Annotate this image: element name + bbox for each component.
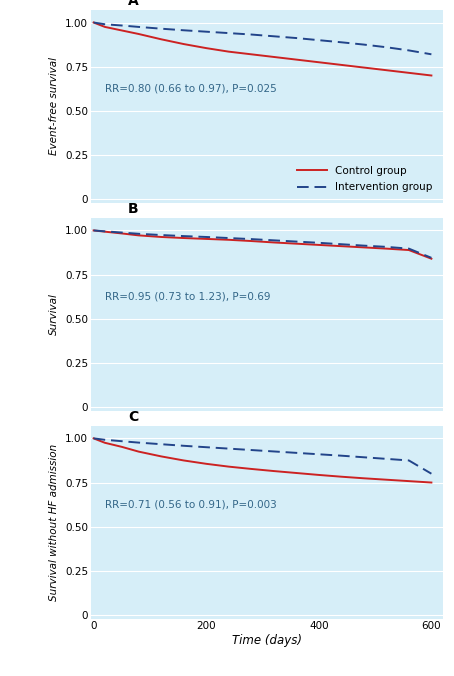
Text: RR=0.80 (0.66 to 0.97), P=0.025: RR=0.80 (0.66 to 0.97), P=0.025 bbox=[105, 83, 276, 93]
X-axis label: Time (days): Time (days) bbox=[232, 634, 302, 647]
Text: A: A bbox=[128, 0, 138, 8]
Text: C: C bbox=[128, 410, 138, 424]
Text: B: B bbox=[128, 202, 138, 216]
Y-axis label: Survival: Survival bbox=[49, 293, 59, 335]
Y-axis label: Event-free survival: Event-free survival bbox=[49, 57, 59, 155]
Text: RR=0.71 (0.56 to 0.91), P=0.003: RR=0.71 (0.56 to 0.91), P=0.003 bbox=[105, 499, 276, 509]
Y-axis label: Survival without HF admission: Survival without HF admission bbox=[49, 443, 59, 601]
Legend: Control group, Intervention group: Control group, Intervention group bbox=[292, 161, 438, 197]
Text: RR=0.95 (0.73 to 1.23), P=0.69: RR=0.95 (0.73 to 1.23), P=0.69 bbox=[105, 291, 271, 301]
